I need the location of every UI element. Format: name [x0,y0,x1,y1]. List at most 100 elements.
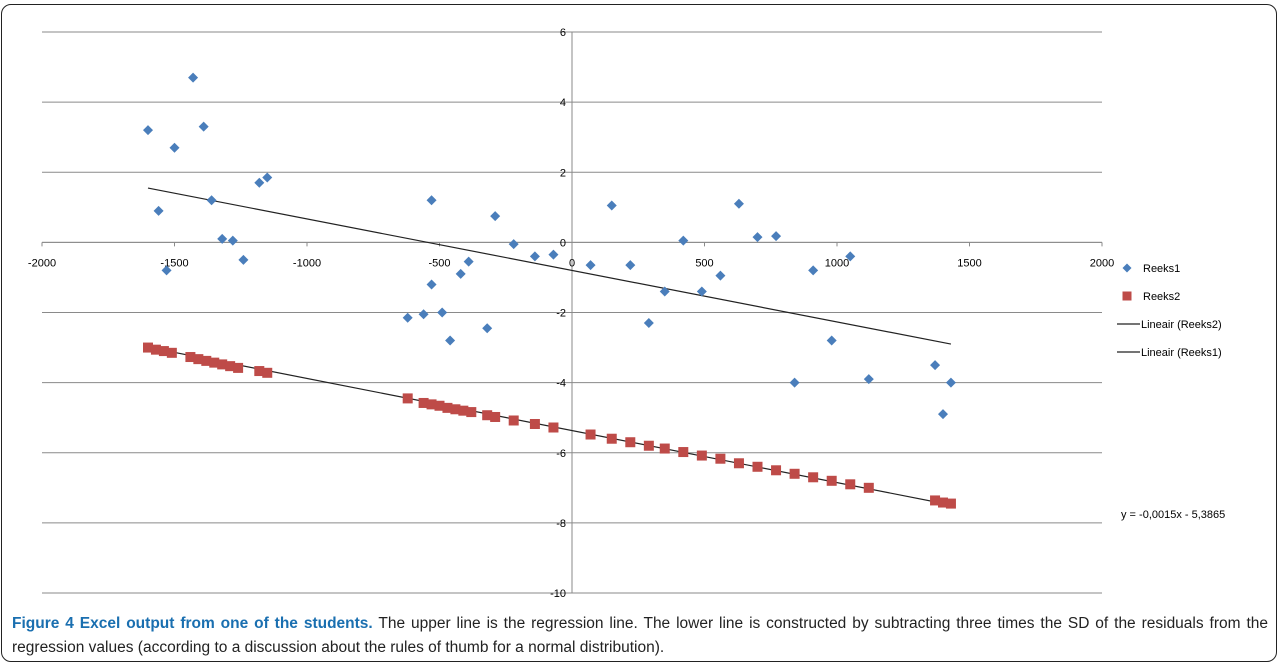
data-point [508,239,519,250]
data-point [466,407,477,418]
data-point [206,195,217,206]
data-point [490,411,501,422]
legend-marker [1122,263,1132,273]
legend-label: Reeks1 [1143,263,1180,275]
data-point [426,399,437,410]
data-point [771,231,782,242]
data-point [201,355,212,366]
data-point [945,498,956,509]
data-point [606,200,617,211]
x-tick-label: -2000 [28,257,56,269]
data-point [482,323,493,334]
x-tick-label: 0 [569,257,575,269]
data-point [262,172,273,183]
y-tick-label: -6 [556,448,566,460]
data-point [225,361,236,372]
x-tick-label: 1500 [957,257,981,269]
data-point [238,254,249,265]
data-point [696,450,707,461]
data-point [625,260,636,271]
data-point [161,265,172,276]
x-tick-label: -500 [428,257,450,269]
data-point [233,362,244,373]
data-point [188,72,199,83]
data-point [938,497,948,508]
data-point [808,265,819,276]
data-point [158,346,169,357]
x-tick-label: 500 [695,257,713,269]
legend-label: Lineair (Reeks1) [1141,347,1222,359]
caption-text: The upper line is the regression line. T… [12,615,1268,656]
data-point [402,312,413,323]
data-point [482,410,493,421]
data-point [845,479,856,490]
x-tick-label: 2000 [1090,257,1114,269]
data-point [733,458,744,469]
data-point [450,404,461,415]
legend-marker [1122,291,1132,301]
y-tick-label: 6 [560,27,566,39]
data-point [254,177,265,188]
data-point [548,422,559,433]
data-points [143,72,956,509]
figure-caption: Figure 4 Excel output from one of the st… [12,612,1268,660]
data-point [771,465,782,476]
y-tick-label: -4 [556,378,566,390]
data-point [715,453,726,464]
legend: Reeks1 Reeks2 Lineair (Reeks2) Lineair (Ree… [1117,263,1222,359]
data-point [548,249,559,260]
trendlines [147,187,952,506]
data-point [826,335,837,346]
data-point [930,495,941,506]
data-point [143,125,153,136]
data-point [606,433,617,444]
data-point [789,377,800,388]
data-point [789,468,800,479]
data-point [209,357,220,368]
y-tick-label: 4 [560,97,566,109]
data-point [254,366,265,377]
axes [41,32,1103,593]
y-tick-label: -8 [556,518,566,530]
data-point [752,461,763,472]
data-point [643,440,654,451]
figure-frame [1,4,1277,662]
data-point [808,472,819,483]
data-point [227,235,238,246]
data-point [585,429,596,440]
trendline-equation: y = -0,0015x - 5,3865 [1121,509,1225,521]
data-point [733,198,744,209]
data-point [426,195,437,206]
y-tick-label: 0 [560,237,566,249]
data-point [445,335,456,346]
data-point [678,235,689,246]
data-point [455,268,466,279]
data-point [752,232,763,243]
data-point [198,121,209,132]
data-point [262,367,273,378]
data-point [217,359,228,370]
data-point [529,418,540,429]
data-point [585,260,596,271]
x-tick-label: 1000 [825,257,849,269]
data-point [143,342,153,353]
data-point [508,415,519,426]
data-point [434,400,445,411]
data-point [402,393,413,404]
trendline [147,187,952,345]
data-point [463,256,474,267]
data-point [458,405,469,416]
data-point [715,270,726,281]
data-point [150,344,161,355]
data-point [938,409,948,420]
legend-label: Lineair (Reeks2) [1141,319,1222,331]
data-point [529,251,540,262]
data-point [442,402,453,413]
data-point [930,360,941,371]
data-point [678,447,689,458]
data-point [418,397,429,408]
y-tick-label: 2 [560,167,566,179]
data-point [659,443,670,454]
x-tick-label: -1000 [293,257,321,269]
